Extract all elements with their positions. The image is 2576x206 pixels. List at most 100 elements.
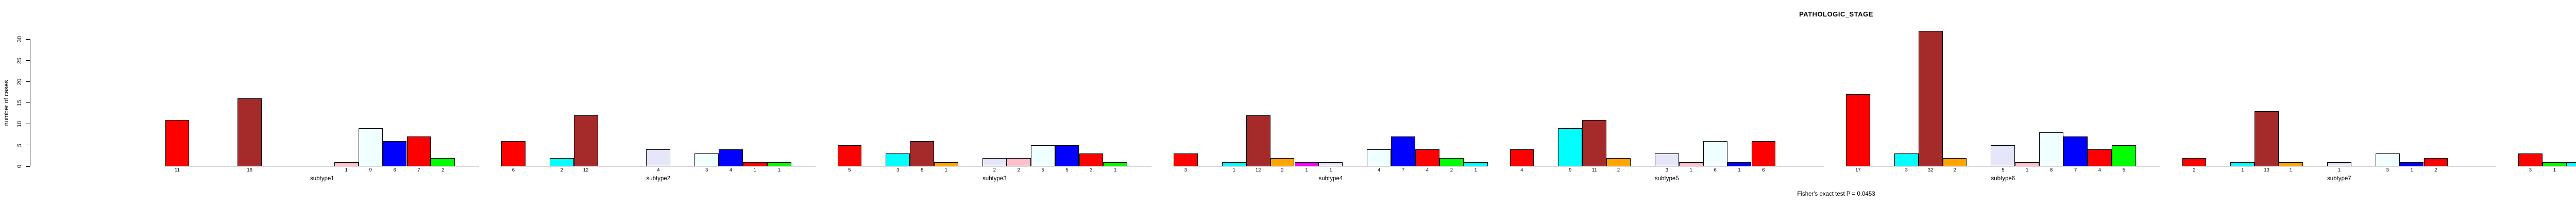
bar [431,158,455,166]
bar-count-label: 1 [753,167,757,173]
bar-count-label: 17 [1855,167,1861,173]
bar-count-label: 2 [1450,167,1453,173]
bar-count-label: 1 [2553,167,2556,173]
bar-count-label: 5 [2122,167,2125,173]
fisher-test-annotation: Fisher's exact test P = 0.0453 [1797,191,1875,197]
bar-count-label: 1 [1689,167,1692,173]
y-tick [26,166,30,167]
bar [1894,153,1919,166]
bar [2182,158,2207,166]
bar-count-label: 4 [1377,167,1381,173]
bar-count-label: 5 [1065,167,1069,173]
bar-count-label: 13 [2264,167,2269,173]
bar-count-label: 1 [2241,167,2244,173]
bar-count-label: 5 [1041,167,1044,173]
bar-count-label: 3 [1665,167,1668,173]
bar-count-label: 7 [2074,167,2077,173]
bar [1582,119,1607,166]
bar-count-label: 2 [1017,167,1020,173]
x-group-label: subtype6 [1991,176,2015,182]
bar-count-label: 1 [1474,167,1477,173]
bar-count-label: 1 [777,167,781,173]
bar-count-label: 4 [1520,167,1523,173]
bar-count-label: 2 [1953,167,1956,173]
bar [2518,153,2543,166]
bar [2039,132,2064,166]
bar [767,162,791,166]
bar [2542,162,2567,166]
y-tick [26,60,30,61]
bar [1463,162,1488,166]
bar-count-label: 5 [848,167,851,173]
bar [886,153,910,166]
y-tick-label: 0 [16,164,23,168]
bar-count-label: 2 [2193,167,2196,173]
bar [1367,149,1392,166]
bar-count-label: 2 [2434,167,2437,173]
x-group-label: subtype1 [310,176,334,182]
bar [1510,149,1534,166]
bar-count-label: 3 [705,167,708,173]
bar-count-label: 1 [944,167,948,173]
bar [1222,162,1246,166]
y-tick [26,102,30,104]
bar-count-label: 16 [247,167,252,173]
bar [382,141,407,166]
bar [358,128,383,166]
bar-count-label: 1 [2289,167,2293,173]
bar-count-label: 1 [345,167,348,173]
bar [2375,153,2400,166]
bar-count-label: 1 [1114,167,1117,173]
y-tick-label: 5 [16,143,23,147]
bar [238,98,262,166]
bar-count-label: 12 [583,167,589,173]
bar-count-label: 6 [1762,167,1765,173]
bar [1703,141,1727,166]
bar [2399,162,2424,166]
bar [2230,162,2255,166]
bar-count-label: 5 [2002,167,2005,173]
bar-count-label: 2 [560,167,563,173]
bar-count-label: 3 [1184,167,1188,173]
bar-count-label: 4 [729,167,733,173]
bar [1030,145,1055,166]
bar [1991,145,2015,166]
bar [406,136,431,166]
bar [1654,153,1679,166]
bar [2088,149,2112,166]
bar [2015,162,2040,166]
bar [2327,162,2351,166]
bar-count-label: 8 [2049,167,2053,173]
bar [837,145,862,166]
bar-count-label: 1 [1738,167,1741,173]
bar [910,141,935,166]
bar-count-label: 1 [1329,167,1332,173]
bar [1606,158,1631,166]
bar-count-label: 1 [2026,167,2029,173]
x-group-label: subtype5 [1655,176,1679,182]
bar-count-label: 1 [1305,167,1308,173]
y-tick-label: 20 [16,78,23,85]
bar [573,115,598,166]
y-tick [26,81,30,82]
bar-count-label: 1 [1232,167,1235,173]
x-group-label: subtype4 [1318,176,1343,182]
bar-count-label: 12 [1255,167,1261,173]
bar [934,162,958,166]
bar [982,158,1007,166]
bar-count-label: 32 [1927,167,1934,173]
bar-count-label: 6 [393,167,396,173]
bar-count-label: 3 [2386,167,2389,173]
bar-count-label: 4 [1426,167,1429,173]
bar [1751,141,1776,166]
bar-count-label: 2 [993,167,996,173]
bar-count-label: 3 [1090,167,1093,173]
bar [1294,162,1319,166]
bar-count-label: 6 [1714,167,1717,173]
bar-count-label: 3 [1905,167,1908,173]
bar-count-label: 11 [1591,167,1597,173]
bar-count-label: 1 [2567,168,2576,173]
y-tick-label: 15 [16,99,23,106]
bar [646,149,671,166]
